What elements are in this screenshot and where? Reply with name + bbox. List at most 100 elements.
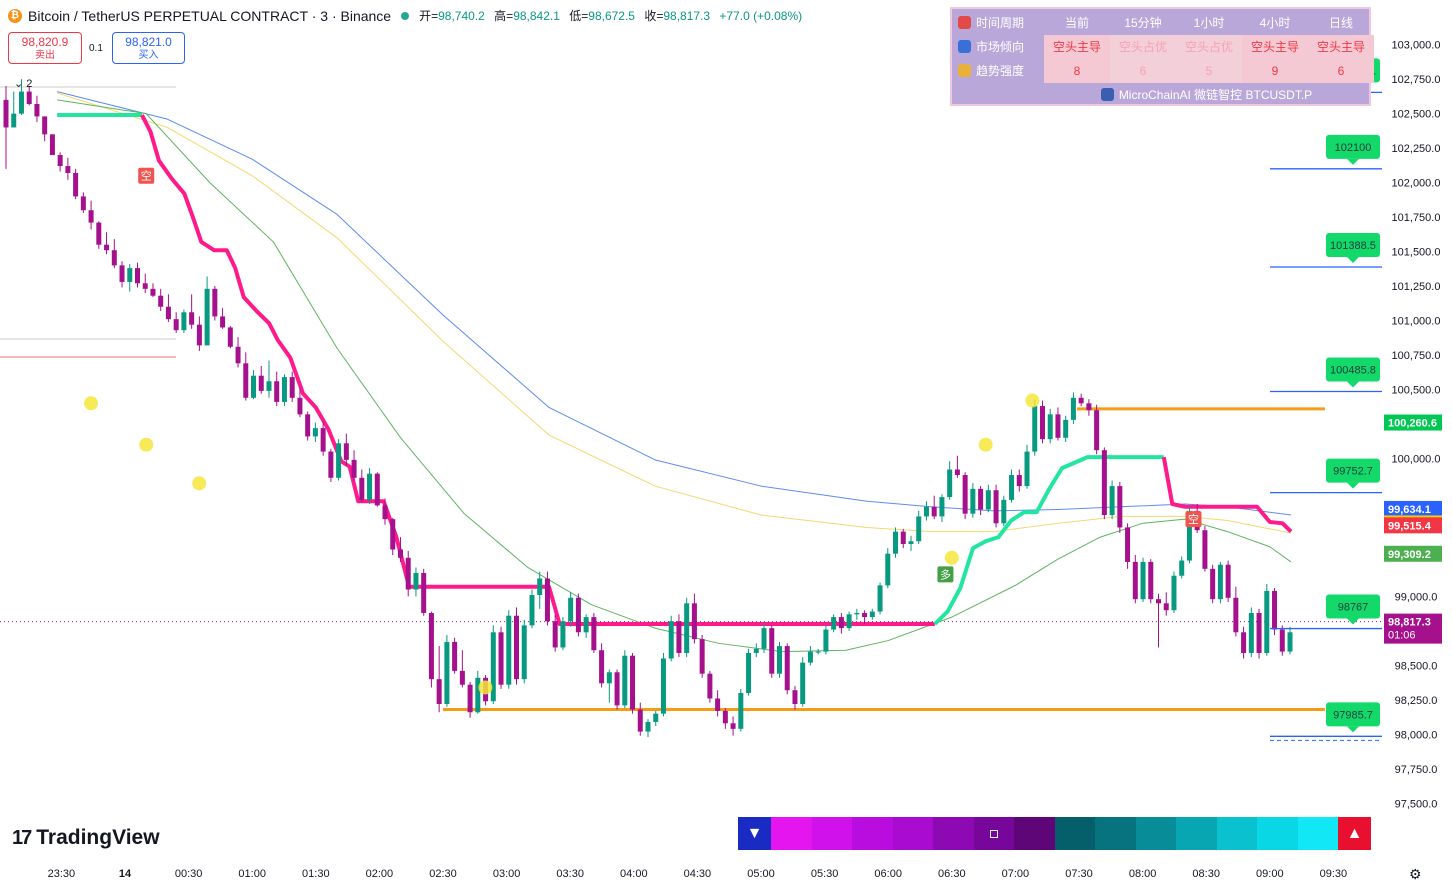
candle-body (1210, 568, 1216, 600)
candle-body (769, 628, 775, 674)
candle-body (26, 91, 32, 104)
candle-body (436, 679, 442, 704)
candle-body (127, 268, 133, 282)
price-badge (1384, 500, 1442, 517)
signal-dot (978, 437, 993, 452)
candle-body (660, 658, 666, 714)
symbol-title[interactable]: Bitcoin / TetherUS PERPETUAL CONTRACT · … (28, 7, 392, 24)
candle-body (3, 99, 9, 128)
candle-body (978, 488, 984, 510)
candle-body (862, 612, 868, 618)
candle-body (1009, 475, 1015, 500)
candle-body (753, 648, 759, 653)
candle-body (637, 709, 643, 732)
square-icon (989, 829, 998, 838)
candle-body (1055, 414, 1061, 438)
candle-body (305, 414, 311, 437)
candle-body (73, 172, 79, 197)
y-axis-tick: 103,000.0 (1392, 40, 1441, 52)
signal-dot (192, 476, 207, 491)
signal-bar-segment (1216, 817, 1257, 850)
chevron-down-icon: ⌄ (14, 78, 24, 90)
x-axis-tick: 08:00 (1129, 868, 1157, 880)
target-level-tag (1326, 594, 1380, 619)
candle-body (1233, 597, 1239, 633)
candle-body (134, 268, 140, 284)
candle-body (900, 531, 906, 544)
candle-body (343, 443, 349, 460)
candle-body (390, 519, 396, 550)
target-level-tag (1326, 232, 1380, 257)
tradingview-logo[interactable]: 17 TradingView (12, 826, 160, 849)
candle-body (336, 443, 342, 478)
candle-body (452, 641, 458, 671)
y-axis-tick: 101,500.0 (1392, 247, 1441, 259)
triangle-up-icon: ▲ (1338, 817, 1371, 850)
x-axis-tick: 04:30 (684, 868, 712, 880)
candle-body (359, 477, 365, 500)
candle-body (568, 597, 574, 622)
signal-bar-segment (892, 817, 933, 850)
candle-body (1070, 397, 1076, 420)
candle-body (537, 578, 543, 596)
y-axis-tick: 102,750.0 (1392, 74, 1441, 86)
trailing-stop-bull (933, 455, 1164, 626)
signal-strength-bar: ▼ ▲ (738, 817, 1371, 850)
y-axis-tick: 98,000.0 (1395, 729, 1438, 741)
target-level-pointer (1347, 726, 1359, 733)
candle-body (374, 473, 380, 506)
strength-15m: 6 (1110, 59, 1176, 83)
candle-body (1101, 450, 1107, 516)
candle-body (831, 617, 837, 630)
candle-body (34, 104, 40, 117)
buy-button[interactable]: 98,821.0 买入 (112, 32, 185, 64)
candle-body (1109, 486, 1115, 516)
strength-4h: 9 (1242, 59, 1308, 83)
candle-body (1256, 612, 1262, 653)
candle-body (42, 116, 48, 135)
candle-body (212, 288, 218, 317)
candle-body (1156, 599, 1162, 604)
candle-body (498, 632, 504, 685)
x-axis-tick: 03:30 (556, 868, 584, 880)
close-value: 98,817.3 (663, 9, 711, 23)
candle-body (514, 615, 520, 680)
signal-bar-segment (1135, 817, 1176, 850)
panel-strength-row: 趋势强度 8 6 5 9 6 (952, 59, 1374, 83)
candle-body (1078, 397, 1084, 404)
candle-body (885, 553, 891, 586)
target-level-tag (1326, 458, 1380, 483)
candle-body (158, 295, 164, 307)
y-axis-tick: 100,750.0 (1392, 350, 1441, 362)
price-badge-label: 99,634.1 (1388, 504, 1431, 516)
candle-body (142, 283, 148, 289)
candle-body (1039, 406, 1045, 440)
candle-body (328, 451, 334, 478)
candle-body (281, 377, 287, 402)
candle-body (204, 288, 210, 346)
target-level-tag (1326, 134, 1380, 159)
candle-body (761, 628, 767, 649)
signal-short-label: 空 (1188, 512, 1199, 526)
candle-body (807, 651, 813, 663)
candle-body (1248, 612, 1254, 653)
candle-body (506, 615, 512, 685)
ema-green-line (57, 99, 1292, 653)
buy-price: 98,821.0 (125, 35, 172, 49)
target-level-tag (1326, 702, 1380, 727)
candle-body (181, 312, 187, 331)
panel-header-row: 时间周期 当前 15分钟 1小时 4小时 日线 (952, 11, 1374, 35)
candle-body (258, 375, 264, 391)
candle-body (645, 721, 651, 732)
candle-body (947, 469, 953, 498)
candle-body (583, 617, 589, 633)
current-price-label: 98,817.3 (1388, 617, 1431, 629)
candle-body (1140, 561, 1146, 600)
low-value: 98,672.5 (588, 9, 635, 23)
chart-settings-icon[interactable]: ⚙ (1409, 866, 1422, 882)
x-axis-tick: 09:00 (1256, 868, 1284, 880)
sell-button[interactable]: 98,820.9 卖出 (8, 32, 82, 64)
price-badge-label: 99,309.2 (1388, 549, 1431, 561)
indicators-toggle[interactable]: ⌄ 2 (14, 77, 32, 90)
